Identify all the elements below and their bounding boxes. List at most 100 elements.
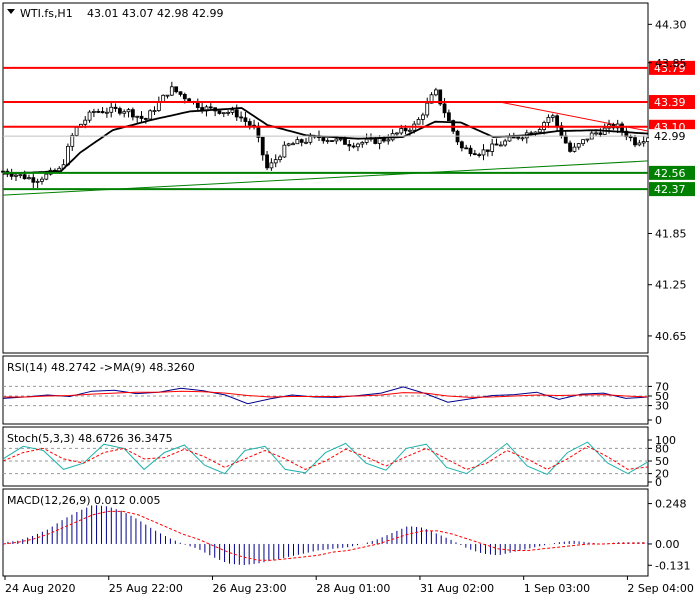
candle-body — [161, 94, 166, 103]
candle-body — [83, 119, 88, 125]
support-level-label: 42.37 — [654, 183, 686, 196]
candle-body — [399, 128, 404, 134]
y-tick-label: -0.131 — [655, 559, 690, 572]
y-tick-label: 30 — [655, 400, 669, 413]
candle-body — [96, 111, 101, 113]
candle-body — [633, 137, 637, 146]
y-tick-label: 50 — [655, 390, 669, 403]
candle-body — [403, 128, 408, 132]
candle-body — [156, 101, 161, 111]
x-tick-label: 26 Aug 23:00 — [212, 582, 286, 595]
candle-body — [27, 177, 31, 180]
candle-body — [18, 174, 23, 177]
candle-body — [269, 162, 274, 169]
candle-body — [373, 137, 378, 144]
candle-body — [563, 135, 568, 144]
candle-body — [555, 115, 559, 127]
candle-body — [182, 94, 187, 100]
x-tick-label: 24 Aug 2020 — [5, 582, 75, 595]
candle-body — [624, 130, 629, 138]
resistance-level-badge — [649, 95, 695, 110]
candle-body — [338, 138, 343, 141]
x-tick-label: 1 Sep 03:00 — [524, 582, 590, 595]
candle-body — [230, 109, 235, 113]
candle-body — [208, 106, 213, 109]
candle-body — [438, 89, 443, 105]
candle-body — [92, 111, 96, 113]
macd-pane[interactable]: 0.248 0.00 -0.131 MACD(12,26,9) 0.012 0.00… — [2, 488, 690, 577]
candle-body — [9, 173, 14, 177]
candle-body — [178, 91, 183, 95]
rsi-line — [2, 386, 649, 405]
candle-body — [66, 145, 70, 166]
candle-body — [70, 134, 75, 147]
y-tick-label: 41.85 — [655, 227, 687, 240]
candle-body — [485, 149, 490, 152]
macd-pane-frame — [2, 488, 649, 577]
y-tick-label: 44.30 — [655, 18, 687, 31]
candle-body — [386, 139, 391, 142]
support-level-label: 42.56 — [654, 167, 686, 180]
candle-body — [472, 153, 477, 156]
candle-body — [550, 115, 555, 118]
candle-body — [433, 89, 438, 96]
time-axis: 24 Aug 2020 25 Aug 22:00 26 Aug 23:00 28 Au… — [4, 576, 694, 595]
current-price-badge — [649, 129, 695, 144]
y-tick-label: 40.65 — [655, 330, 687, 343]
candle-body — [109, 106, 114, 113]
candle-body — [343, 138, 347, 145]
candle-body — [260, 136, 265, 156]
candle-body — [139, 115, 144, 119]
candle-body — [130, 109, 135, 118]
candle-body — [420, 114, 425, 120]
candle-body — [477, 154, 482, 156]
candle-body — [126, 109, 131, 113]
candle-body — [598, 132, 603, 135]
stoch_main-line — [2, 441, 649, 475]
candle-body — [304, 141, 308, 144]
candle-body — [637, 142, 642, 146]
candle-body — [295, 139, 300, 145]
candle-body — [581, 139, 585, 145]
candle-body — [416, 119, 421, 125]
x-tick-label: 2 Sep 04:00 — [627, 582, 693, 595]
candle-body — [265, 154, 269, 169]
x-tick-label: 28 Aug 01:00 — [316, 582, 390, 595]
rsi_ma-line — [3, 390, 649, 398]
candle-body — [516, 136, 521, 139]
candle-body — [498, 144, 503, 147]
candle-body — [35, 180, 40, 183]
candle-body — [152, 110, 157, 112]
candle-body — [347, 144, 352, 147]
candle-body — [468, 147, 473, 155]
stoch-pane-frame — [2, 426, 649, 487]
y-tick-label: 100 — [655, 434, 676, 447]
candle-body — [585, 138, 590, 141]
candle-body — [377, 138, 382, 144]
candle-body — [87, 111, 92, 121]
stoch-title: Stoch(5,3,3) 48.6726 36.3475 — [7, 432, 173, 445]
candle-body — [442, 103, 447, 114]
triangle-down-icon[interactable] — [7, 9, 15, 14]
resistance-level-badge — [649, 60, 695, 75]
resistance-level-label: 43.79 — [654, 62, 686, 75]
candle-body — [537, 129, 542, 133]
symbol-label: WTI.fs,H1 — [20, 7, 73, 20]
candle-body — [628, 136, 633, 139]
support-level-badge — [649, 165, 695, 180]
candle-body — [503, 140, 508, 146]
current-price-label: 42.99 — [654, 130, 686, 143]
candle-body — [464, 147, 469, 150]
macd-title: MACD(12,26,9) 0.012 0.005 — [7, 494, 161, 507]
candle-body — [299, 139, 304, 143]
candle-body — [165, 94, 170, 97]
y-tick-label: 70 — [655, 380, 669, 393]
y-tick-label: 0.00 — [655, 538, 680, 551]
candle-body — [481, 149, 486, 156]
candle-body — [22, 174, 27, 180]
candle-body — [104, 111, 109, 114]
